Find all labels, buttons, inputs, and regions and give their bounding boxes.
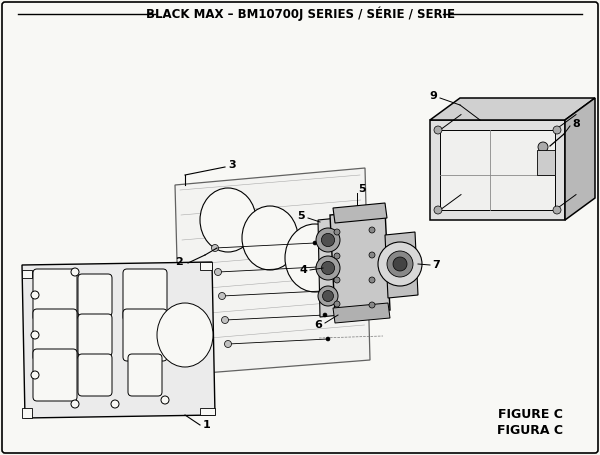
- Circle shape: [369, 252, 375, 258]
- Circle shape: [323, 290, 334, 302]
- Text: 9: 9: [429, 91, 437, 101]
- Text: 5: 5: [358, 184, 365, 194]
- FancyBboxPatch shape: [33, 349, 77, 401]
- FancyBboxPatch shape: [123, 269, 167, 321]
- Circle shape: [212, 244, 218, 252]
- Circle shape: [316, 256, 340, 280]
- Circle shape: [393, 257, 407, 271]
- Circle shape: [322, 233, 335, 247]
- Ellipse shape: [161, 396, 169, 404]
- Circle shape: [218, 293, 226, 299]
- Ellipse shape: [200, 188, 256, 252]
- Polygon shape: [200, 408, 215, 415]
- FancyBboxPatch shape: [78, 354, 112, 396]
- Circle shape: [334, 301, 340, 307]
- Ellipse shape: [157, 303, 213, 367]
- FancyBboxPatch shape: [123, 309, 167, 361]
- Circle shape: [323, 313, 327, 317]
- Text: 4: 4: [299, 265, 307, 275]
- Ellipse shape: [285, 224, 345, 292]
- Polygon shape: [333, 303, 390, 323]
- Circle shape: [369, 227, 375, 233]
- Circle shape: [334, 253, 340, 259]
- Circle shape: [334, 277, 340, 283]
- Text: 1: 1: [203, 420, 211, 430]
- FancyBboxPatch shape: [33, 309, 77, 361]
- FancyBboxPatch shape: [128, 354, 162, 396]
- FancyBboxPatch shape: [78, 314, 112, 356]
- Polygon shape: [330, 210, 390, 315]
- Polygon shape: [430, 120, 565, 220]
- Text: 8: 8: [572, 119, 580, 129]
- Circle shape: [224, 340, 232, 348]
- Text: FIGURE C: FIGURE C: [497, 409, 562, 421]
- Text: 7: 7: [432, 260, 440, 270]
- FancyBboxPatch shape: [33, 269, 77, 321]
- Ellipse shape: [71, 268, 79, 276]
- Circle shape: [434, 126, 442, 134]
- Circle shape: [318, 286, 338, 306]
- FancyBboxPatch shape: [78, 274, 112, 316]
- Circle shape: [369, 277, 375, 283]
- Ellipse shape: [31, 371, 39, 379]
- Circle shape: [322, 262, 335, 275]
- Polygon shape: [534, 138, 550, 156]
- Ellipse shape: [111, 400, 119, 408]
- Ellipse shape: [31, 331, 39, 339]
- Polygon shape: [440, 130, 555, 210]
- Polygon shape: [22, 408, 32, 418]
- Circle shape: [538, 142, 548, 152]
- Circle shape: [387, 251, 413, 277]
- Circle shape: [378, 242, 422, 286]
- Polygon shape: [200, 262, 212, 270]
- Circle shape: [316, 228, 340, 252]
- Polygon shape: [333, 203, 387, 223]
- Text: 2: 2: [175, 257, 183, 267]
- Circle shape: [316, 265, 320, 269]
- Text: 6: 6: [314, 320, 322, 330]
- Circle shape: [334, 229, 340, 235]
- Polygon shape: [565, 98, 595, 220]
- Circle shape: [326, 337, 330, 341]
- Circle shape: [215, 268, 221, 275]
- Polygon shape: [318, 218, 340, 317]
- Circle shape: [221, 317, 229, 324]
- Polygon shape: [537, 150, 555, 175]
- Ellipse shape: [242, 206, 298, 270]
- Polygon shape: [430, 98, 595, 120]
- Circle shape: [369, 302, 375, 308]
- Polygon shape: [22, 270, 32, 278]
- Text: FIGURA C: FIGURA C: [497, 424, 563, 436]
- Text: 3: 3: [228, 160, 236, 170]
- Text: BLACK MAX – BM10700J SERIES / SÉRIE / SERIE: BLACK MAX – BM10700J SERIES / SÉRIE / SE…: [146, 6, 455, 21]
- Polygon shape: [22, 262, 215, 418]
- Ellipse shape: [31, 291, 39, 299]
- Text: 5: 5: [298, 211, 305, 221]
- Polygon shape: [175, 168, 370, 375]
- Circle shape: [313, 241, 317, 245]
- Ellipse shape: [71, 400, 79, 408]
- Circle shape: [320, 289, 324, 293]
- Circle shape: [553, 206, 561, 214]
- Polygon shape: [385, 232, 418, 298]
- Circle shape: [434, 206, 442, 214]
- Circle shape: [553, 126, 561, 134]
